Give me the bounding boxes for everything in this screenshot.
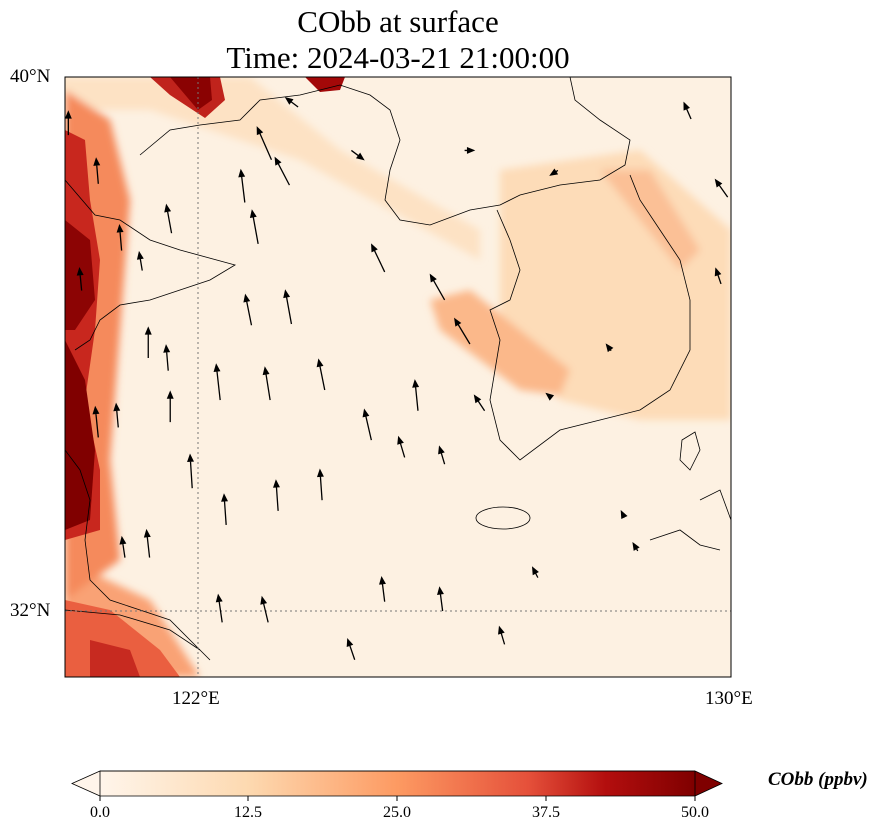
- wind-arrow: [238, 168, 246, 203]
- wind-arrow: [438, 445, 446, 465]
- wind-arrow: [545, 392, 555, 401]
- wind-arrow: [260, 595, 269, 623]
- chart-subtitle: Time: 2024-03-21 21:00:00: [226, 40, 570, 75]
- wind-arrow: [714, 267, 722, 285]
- lat-tick-40: 40°N: [10, 66, 51, 87]
- gridlines: [65, 77, 731, 677]
- wind-arrow: [549, 168, 559, 176]
- wind-arrow: [144, 326, 152, 359]
- chart-title: CObb at surface: [297, 4, 499, 39]
- wind-arrow: [76, 267, 84, 291]
- wind-vectors: [65, 97, 729, 660]
- wind-arrow: [243, 293, 253, 326]
- wind-arrow: [316, 468, 324, 501]
- map-frame: [64, 76, 732, 678]
- wind-arrow: [249, 209, 259, 244]
- colorbar-tick: 25.0: [383, 804, 411, 821]
- wind-arrow: [143, 528, 151, 558]
- colorbar-tick: 50.0: [681, 804, 709, 821]
- wind-arrow: [283, 289, 293, 325]
- colorbar: [71, 770, 723, 801]
- wind-arrow: [93, 157, 101, 184]
- wind-arrow: [65, 110, 72, 136]
- wind-arrow: [683, 101, 692, 120]
- wind-arrow: [92, 405, 100, 438]
- wind-arrow: [284, 97, 299, 108]
- wind-arrow: [166, 390, 174, 423]
- wind-arrow: [454, 317, 471, 345]
- wind-arrow: [164, 203, 173, 234]
- concentration-field: [65, 77, 731, 677]
- colorbar-tick: 37.5: [532, 804, 560, 821]
- wind-arrow: [498, 625, 506, 645]
- wind-arrow: [274, 156, 291, 186]
- wind-arrow: [163, 344, 171, 371]
- wind-arrow: [119, 535, 127, 558]
- wind-arrow: [362, 408, 372, 441]
- wind-arrow: [605, 343, 614, 353]
- wind-arrow: [221, 493, 229, 525]
- wind-arrow: [213, 363, 221, 401]
- wind-arrow: [632, 541, 640, 552]
- wind-arrow: [379, 575, 386, 602]
- wind-arrow: [397, 435, 406, 458]
- wind-arrow: [464, 146, 476, 154]
- wind-arrow: [531, 566, 539, 578]
- colorbar-extend-low: [71, 770, 101, 797]
- colorbar-label: CObb (ppbv): [768, 769, 868, 790]
- wind-arrow: [113, 402, 121, 428]
- coastlines: [65, 77, 731, 661]
- lon-tick-130: 130°E: [705, 688, 753, 709]
- wind-arrow: [350, 149, 365, 161]
- wind-arrow: [262, 366, 271, 401]
- colorbar-tick: 12.5: [234, 804, 262, 821]
- wind-arrow: [136, 250, 144, 271]
- wind-arrow: [437, 586, 444, 612]
- wind-arrow: [714, 178, 729, 198]
- wind-arrow: [273, 479, 280, 511]
- wind-arrow: [371, 243, 386, 273]
- lon-tick-122: 122°E: [172, 688, 220, 709]
- colorbar-extend-high: [694, 770, 723, 797]
- wind-arrow: [187, 453, 194, 489]
- wind-arrow: [215, 593, 223, 623]
- wind-arrow: [116, 223, 124, 251]
- wind-arrow: [256, 126, 273, 161]
- wind-arrow: [346, 638, 356, 660]
- colorbar-gradient: [100, 771, 695, 796]
- colorbar-tick: 0.0: [90, 804, 110, 821]
- lat-tick-32: 32°N: [10, 600, 51, 621]
- wind-arrow: [316, 358, 326, 391]
- wind-arrow: [473, 394, 486, 412]
- wind-arrow: [429, 273, 446, 301]
- wind-arrow: [412, 379, 420, 411]
- wind-arrow: [620, 510, 628, 520]
